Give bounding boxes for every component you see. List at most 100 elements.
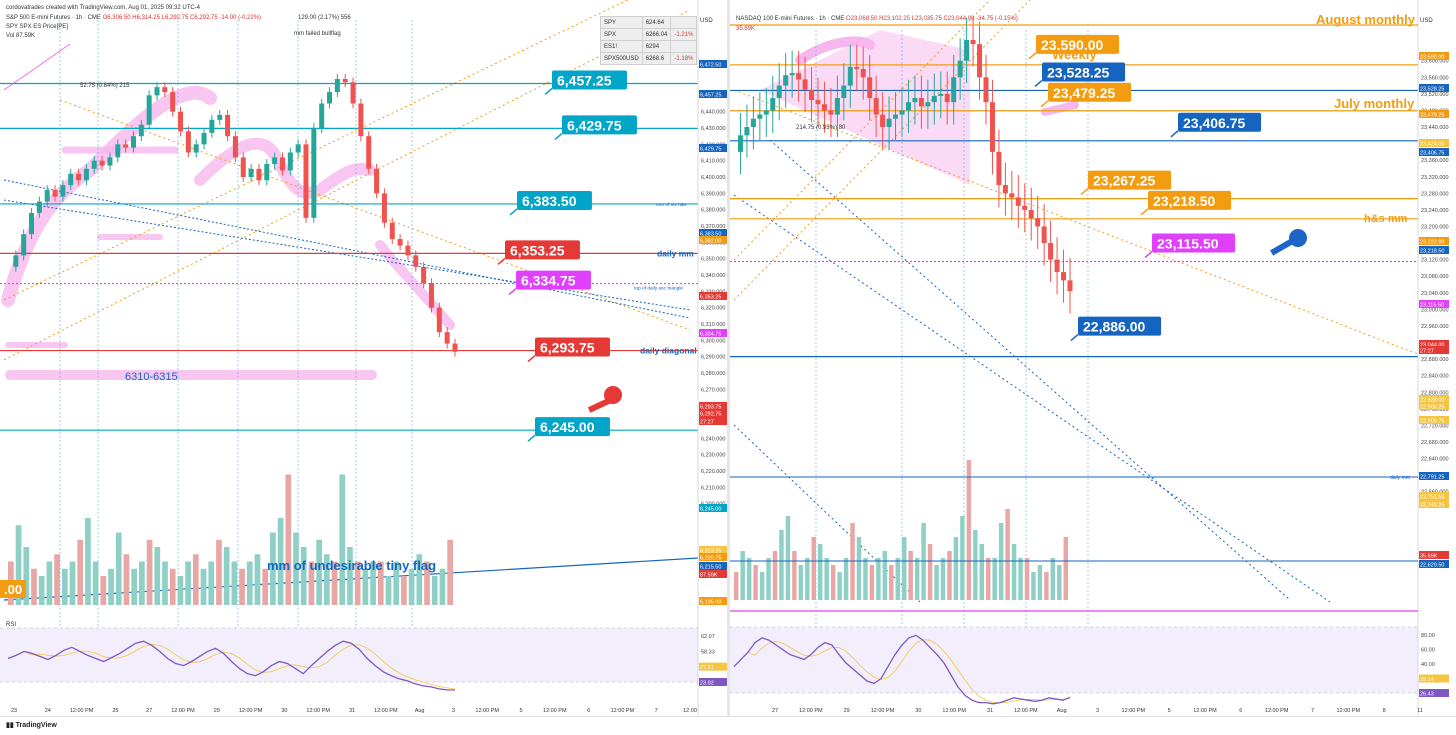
volume-bar [77,539,84,605]
candle-body [421,266,427,284]
spx-chart[interactable]: USD6,440.0006,430.0006,420.0006,410.0006… [0,0,729,716]
quote-row: SPX500USD 6268.6 -1.18% [600,52,698,65]
x-tick-label: 30 [281,708,287,714]
candle-body [162,87,168,93]
level-label-bg [1088,170,1172,190]
candle-body [201,132,207,145]
overlay-line: SPY SPX ES Price[PE] [6,24,68,30]
y-tick-label: 6,400.000 [701,175,725,181]
volume-bar [947,551,952,600]
price-axis-tag-bg [1419,402,1449,410]
candle-body [893,114,899,119]
candle-body [783,75,789,86]
volume-bar [1031,572,1036,600]
y-tick-label: 6,430.000 [701,126,725,132]
candle-body [1048,243,1054,260]
level-note: h&s mm [1364,213,1408,225]
price-axis-tag: 6,429.75 [700,147,721,153]
candle-body [91,160,97,169]
volume-bar [798,565,804,600]
candle-body [989,102,995,152]
rsi-pane [730,627,1418,693]
y-tick-label: 6,340.000 [701,273,725,279]
y-tick-label: 6,370.000 [701,224,725,230]
candle-body [130,136,136,148]
candle-body [232,136,238,158]
candle-body [744,127,750,136]
candle-body [854,66,860,70]
drawing-highlight [1,85,217,307]
level-note: mm of inv h&s [656,202,687,208]
price-axis-tag-bg [699,236,729,244]
candle-body [287,152,293,171]
candle-body [193,144,199,153]
x-tick-label: Aug [415,708,425,714]
y-tick-label: 22,800.000 [1421,390,1449,396]
candle-body [303,144,309,218]
candle-body [834,98,840,115]
volume-bar [216,539,222,605]
volume-bar [1024,558,1030,600]
volume-bar [753,565,758,600]
volume-bar [339,474,346,605]
price-axis-tag-bg [1419,416,1449,424]
volume-bar [108,568,114,605]
y-tick-label: 6,390.000 [701,191,725,197]
x-tick-label: 12:00 PM [239,708,263,714]
blue-trend-line [3,179,691,319]
level-label: 6,245.00 [540,419,595,435]
quote-row: SPX 6266.04 -1.21% [600,28,698,41]
volume-bar [830,565,836,600]
volume-bar [1011,544,1017,600]
x-tick-label: 31 [987,708,993,714]
y-tick-label: 23,600.000 [1421,59,1449,65]
volume-bar [408,568,415,605]
quote-chg: -1.21% [670,28,698,41]
volume-bar [262,568,269,605]
level-label-bg [552,70,627,90]
level-label-pointer [1070,334,1079,342]
volume-bar [1018,558,1023,600]
level-label-pointer [497,257,506,265]
price-axis-tag-bg [1419,148,1449,156]
volume-bar [746,558,752,600]
candle-body [918,98,924,107]
level-label-pointer [1028,52,1037,60]
volume-bar [824,558,829,600]
volume-bar [734,572,739,600]
ohlc-readout: O6,306.50 H6,314.25 L6,292.75 C6,292.75 … [102,15,262,21]
candle-body [828,110,834,115]
y-tick-label: 6,380.000 [701,208,725,214]
candle-body [170,92,176,112]
candle-body [327,92,333,104]
level-label: 6,429.75 [567,117,622,133]
candle-body [366,136,372,169]
x-tick-label: 12:00 PM [1122,708,1146,714]
volume-bar [805,558,810,600]
price-axis-tag-bg [699,417,729,425]
candle-body [1022,205,1028,210]
price-axis-tag-bg [1419,237,1449,245]
spx-chart-panel[interactable]: USD6,440.0006,430.0006,420.0006,410.0006… [0,0,729,716]
candle-body [763,110,769,115]
level-label-pointer [1170,130,1179,138]
y-tick-label: 23,440.000 [1421,125,1449,131]
volume-bar [973,530,978,600]
price-axis-tag-bg [699,229,729,237]
level-label: 23,218.50 [1153,193,1215,209]
x-tick-label: 29 [214,708,220,714]
price-axis-tag-bg [699,144,729,152]
quote-sym: ES1! [600,40,643,53]
candle-body [436,307,442,333]
x-tick-label: 31 [349,708,355,714]
ndx-chart-panel[interactable]: USD23,600.00023,560.00023,520.00023,480.… [730,0,1456,716]
level-label-bg [1036,34,1120,54]
volume-bar [377,561,384,605]
volume-bar [223,547,230,605]
volume-bar [239,568,245,605]
price-axis-tag-bg [699,570,729,578]
candle-body [138,124,144,137]
x-tick-label: 27 [772,708,778,714]
pink-trend-line [3,43,71,91]
ndx-chart[interactable]: USD23,600.00023,560.00023,520.00023,480.… [730,0,1456,716]
